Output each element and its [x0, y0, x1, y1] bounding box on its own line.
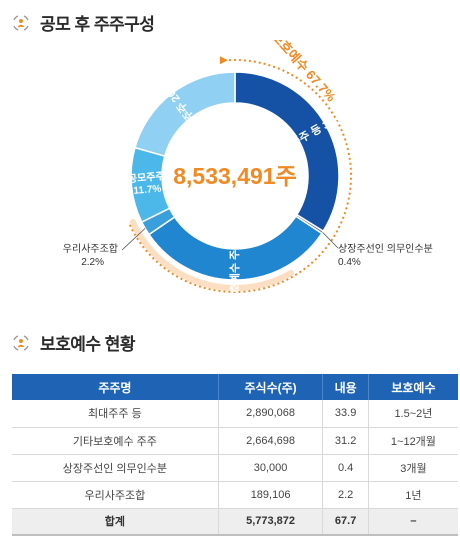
table-cell: 기타보호예수 주주: [12, 427, 219, 455]
table-cell: 0.4: [322, 454, 369, 482]
donut-slice: [234, 71, 340, 233]
table-cell: 합계: [12, 508, 219, 536]
column-header: 주식수(주): [217, 374, 323, 400]
lockup-table: 주주명 주식수(주) 내용 보호예수 최대주주 등 2,890,068 33.9…: [12, 374, 458, 536]
table-cell: 33.9: [322, 400, 369, 428]
table-header-row: 주주명 주식수(주) 내용 보호예수: [12, 374, 458, 400]
table-total-row: 합계 5,773,872 67.7 –: [12, 508, 458, 536]
table-cell: 2.2: [322, 481, 369, 509]
outside-label: 우리사주조합: [63, 243, 118, 255]
column-header: 주주명: [12, 374, 219, 400]
table-cell: 최대주주 등: [12, 400, 219, 428]
donut-slice: [134, 71, 236, 158]
table-cell: 1.5~2년: [367, 400, 458, 428]
table-cell: 1~12개월: [367, 427, 458, 455]
table-cell: 67.7: [322, 508, 369, 536]
table-row: 기타보호예수 주주 2,664,698 31.2 1~12개월: [12, 427, 458, 455]
section-heading-composition: 공모 후 주주구성: [10, 10, 155, 35]
table-cell: –: [367, 508, 458, 536]
slice-label: 공모주주: [127, 170, 165, 185]
section-title: 보호예수 현황: [40, 335, 136, 354]
table-cell: 1년: [367, 481, 458, 509]
lockup-arc-glow: [129, 219, 294, 291]
outside-label: 2.2%: [81, 257, 104, 268]
lockup-arrowhead: [219, 56, 228, 65]
table-cell: 상장주선인 의무인수분: [12, 454, 219, 482]
table-cell: 189,106: [217, 481, 323, 509]
table-row: 우리사주조합 189,106 2.2 1년: [12, 481, 458, 509]
center-total-label: 8,533,491주: [173, 163, 296, 189]
shareholder-donut-chart: 최대주주 등 33.9% 기타보호예수 주주 31.2% 기타주주 20.6% 공모주…: [0, 40, 460, 310]
outside-label: 상장주선인 의무인수분: [338, 243, 433, 255]
table-cell: 2,890,068: [217, 400, 323, 428]
section-title: 공모 후 주주구성: [40, 15, 155, 34]
donut-svg: 최대주주 등 33.9%기타보호예수 주주 31.2%기타주주 20.6%공모주…: [63, 40, 433, 310]
lockup-arc: [128, 59, 352, 293]
leader-line: [322, 231, 339, 249]
section-heading-lockup: 보호예수 현황: [10, 330, 136, 355]
table-cell: 우리사주조합: [12, 481, 219, 509]
outside-label: 0.4%: [338, 257, 361, 268]
table-row: 최대주주 등 2,890,068 33.9 1.5~2년: [12, 400, 458, 428]
table-cell: 31.2: [322, 427, 369, 455]
person-target-icon: [13, 14, 29, 31]
table-row: 상장주선인 의무인수분 30,000 0.4 3개월: [12, 454, 458, 482]
table-cell: 5,773,872: [217, 508, 323, 536]
slice-label: 11.7%: [133, 183, 162, 196]
table-cell: 2,664,698: [217, 427, 323, 455]
table-cell: 30,000: [217, 454, 323, 482]
leader-line: [121, 228, 146, 251]
table-cell: 3개월: [367, 454, 458, 482]
person-target-icon: [13, 334, 29, 351]
slice-label: 기타보호예수 주주 31.2%: [227, 205, 242, 310]
column-header: 내용: [322, 374, 369, 400]
column-header: 보호예수: [367, 374, 458, 400]
